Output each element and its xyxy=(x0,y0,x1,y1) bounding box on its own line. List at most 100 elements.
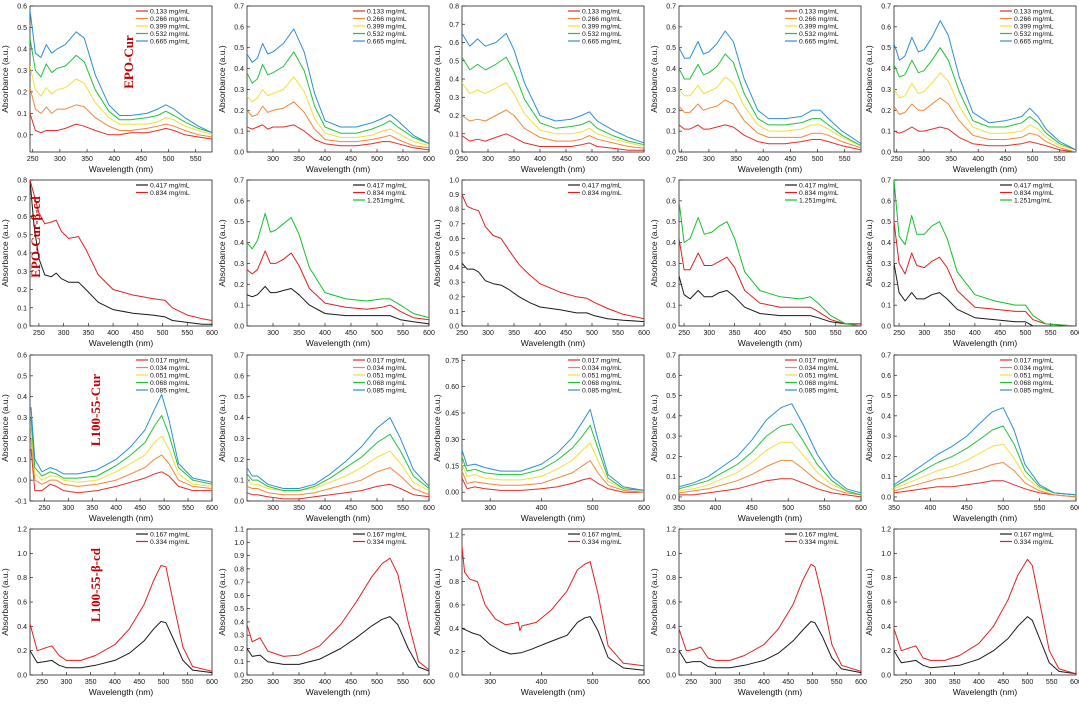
y-tick-label: 0.5 xyxy=(17,373,27,380)
y-tick-label: 0.6 xyxy=(666,373,676,380)
y-tick-label: 0.8 xyxy=(234,566,244,573)
x-tick-label: 300 xyxy=(267,330,279,337)
x-tick-label: 300 xyxy=(267,156,279,163)
series-line-1 xyxy=(894,221,1076,326)
x-tick-label: 300 xyxy=(925,679,937,686)
x-tick-label: 600 xyxy=(638,330,650,337)
x-tick-label: 400 xyxy=(757,156,769,163)
x-tick-label: 500 xyxy=(1027,156,1039,163)
x-tick-label: 600 xyxy=(423,679,435,686)
y-tick-label: 0.0 xyxy=(666,324,676,331)
legend-entry: 0.085 mg/mL xyxy=(1014,387,1054,394)
legend-entry: 0.051 mg/mL xyxy=(1014,372,1054,379)
legend-entry: 0.266 mg/mL xyxy=(1014,16,1054,23)
y-tick-label: 0.5 xyxy=(449,58,459,65)
series-line-1 xyxy=(679,459,861,496)
y-tick-label: 0.0 xyxy=(666,673,676,680)
series-line-1 xyxy=(247,101,429,149)
y-tick-label: 0.1 xyxy=(17,305,27,312)
y-tick-label: 0.5 xyxy=(666,393,676,400)
y-tick-label: 0.5 xyxy=(17,232,27,239)
y-axis-label: Absorbance (a.u.) xyxy=(217,568,227,636)
y-tick-label: 0.6 xyxy=(449,236,459,243)
y-tick-label: 0.3 xyxy=(17,415,27,422)
series-line-2 xyxy=(679,441,861,496)
series-line-1 xyxy=(30,438,212,489)
x-tick-label: 400 xyxy=(536,505,548,512)
y-tick-label: 0.2 xyxy=(17,648,27,655)
legend-entry: 0.133 mg/mL xyxy=(1014,8,1054,15)
y-axis-label: Absorbance (a.u.) xyxy=(649,219,659,287)
plot-frame xyxy=(29,354,213,502)
x-axis-label: Wavelength (nm) xyxy=(738,164,803,174)
legend-entry: 0.068 mg/mL xyxy=(150,380,190,387)
y-tick-label: 0.3 xyxy=(881,261,891,268)
x-tick-label: 600 xyxy=(1070,679,1079,686)
y-tick-label: 0.7 xyxy=(234,4,244,11)
y-tick-label: 0.5 xyxy=(234,394,244,401)
x-axis-label: Wavelength (nm) xyxy=(306,513,371,523)
legend-entry: 0.532 mg/mL xyxy=(582,31,622,38)
y-tick-label: -0.1 xyxy=(15,499,27,506)
y-tick-label: 0.2 xyxy=(881,454,891,461)
legend-entry: 0.266 mg/mL xyxy=(150,16,190,23)
y-tick-label: 0.15 xyxy=(445,463,459,470)
legend-entry: 0.167 mg/mL xyxy=(799,531,839,538)
x-tick-label: 450 xyxy=(560,330,572,337)
x-tick-label: 500 xyxy=(587,505,599,512)
legend-entry: 1.251mg/mL xyxy=(1014,197,1052,204)
y-tick-label: 0.8 xyxy=(449,579,459,586)
y-tick-label: 0.6 xyxy=(666,24,676,31)
legend-entry: 0.017 mg/mL xyxy=(367,357,407,364)
legend-entry: 0.334 mg/mL xyxy=(1014,539,1054,546)
series-line-0 xyxy=(247,616,429,672)
plot-frame xyxy=(29,5,213,153)
chart-panel-4: 250 300 350 400 450 500 550 0.0 0.1 0.2 0.3 0.4 0.5 0… xyxy=(864,4,1077,174)
x-axis-label: Wavelength (nm) xyxy=(521,513,586,523)
x-tick-label: 250 xyxy=(36,679,48,686)
y-tick-label: 0.4 xyxy=(666,240,676,247)
y-tick-label: 0.3 xyxy=(666,261,676,268)
chart-panel-18: 250 300 350 400 450 500 550 600 0.0 0.2 0.4 0.6 0.8 1… xyxy=(649,527,867,698)
y-axis-label: Absorbance (a.u.) xyxy=(432,45,442,113)
x-tick-label: 250 xyxy=(27,156,39,163)
series-line-4 xyxy=(462,32,644,144)
y-tick-label: 0.4 xyxy=(234,415,244,422)
legend-entry: 0.266 mg/mL xyxy=(367,16,407,23)
x-axis-label: Wavelength (nm) xyxy=(953,338,1018,348)
y-tick-label: 0.1 xyxy=(17,111,27,118)
x-tick-label: 400 xyxy=(754,330,766,337)
series-line-0 xyxy=(679,124,861,151)
legend-entry: 0.665 mg/mL xyxy=(1014,38,1054,45)
legend-entry: 0.665 mg/mL xyxy=(150,38,190,45)
y-tick-label: 0.4 xyxy=(449,265,459,272)
x-tick-label: 500 xyxy=(807,679,819,686)
y-tick-label: 0.2 xyxy=(234,457,244,464)
y-tick-label: 1.1 xyxy=(234,527,244,534)
y-tick-label: 1.0 xyxy=(666,551,676,558)
y-tick-label: 1.2 xyxy=(666,527,676,534)
y-tick-label: 0.7 xyxy=(234,580,244,587)
series-line-0 xyxy=(894,263,1076,326)
y-tick-label: 0.4 xyxy=(666,66,676,73)
x-tick-label: 500 xyxy=(163,156,175,163)
legend-entry: 0.266 mg/mL xyxy=(799,16,839,23)
legend-entry: 0.085 mg/mL xyxy=(150,387,190,394)
y-tick-label: 0.1 xyxy=(666,129,676,136)
x-tick-label: 600 xyxy=(423,330,435,337)
y-tick-label: 0.4 xyxy=(449,77,459,84)
y-tick-label: 0.2 xyxy=(881,282,891,289)
y-tick-label: 0.0 xyxy=(881,494,891,501)
legend-entry: 0.834 mg/mL xyxy=(1014,190,1054,197)
legend-entry: 0.334 mg/mL xyxy=(367,539,407,546)
x-axis-label: Wavelength (nm) xyxy=(738,687,803,697)
series-line-3 xyxy=(247,433,429,492)
x-tick-label: 400 xyxy=(969,330,981,337)
y-axis-label: Absorbance (a.u.) xyxy=(217,45,227,113)
row-label-1: EPO-Cur-β-cd xyxy=(28,195,43,277)
x-tick-label: 450 xyxy=(785,156,797,163)
x-tick-label: 300 xyxy=(918,156,930,163)
x-tick-label: 400 xyxy=(536,679,548,686)
y-tick-label: 0.4 xyxy=(234,619,244,626)
